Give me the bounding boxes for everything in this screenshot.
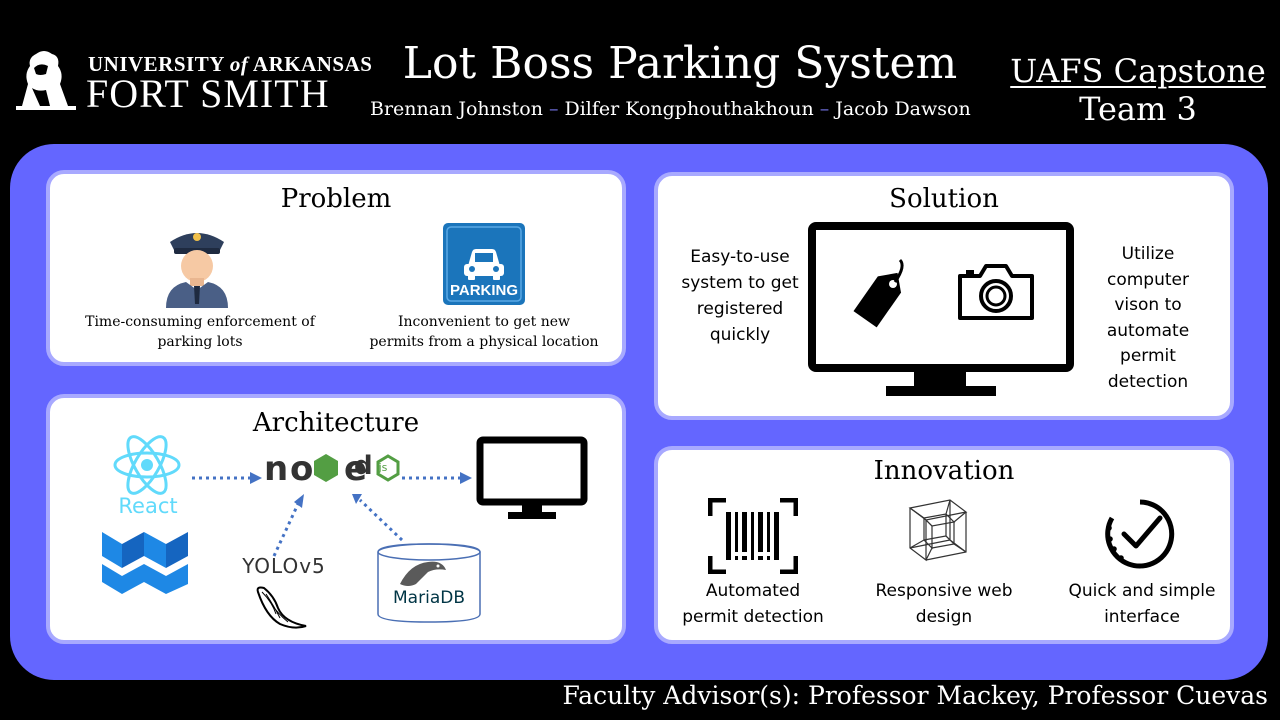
lion-icon	[16, 51, 76, 110]
caption-line: Inconvenient to get new	[397, 314, 570, 330]
nodejs-icon: n e o d	[258, 444, 408, 490]
barcode-scan-icon	[708, 498, 798, 574]
monitor-icon	[808, 222, 1074, 402]
author-name: Brennan Johnston	[370, 98, 543, 120]
university-logo	[14, 44, 354, 114]
svg-text:e: e	[344, 449, 367, 489]
parking-badge-text: PARKING	[449, 282, 519, 299]
innovation-caption-detection: Automated permit detection	[668, 578, 838, 630]
police-officer-icon	[162, 224, 232, 308]
author-list: Brennan Johnston – Dilfer Kongphouthakhoun…	[370, 98, 971, 120]
caption-line: interface	[1104, 607, 1180, 627]
text-line: automate	[1106, 320, 1190, 341]
logo-fort-smith-text: FORT SMITH	[86, 71, 330, 116]
caption-line: parking lots	[157, 334, 243, 350]
monitor-icon	[476, 436, 588, 526]
faculty-advisors: Faculty Advisor(s): Professor Mackey, Pr…	[562, 681, 1268, 710]
text-line: system to get	[681, 273, 799, 293]
solution-panel: Solution Easy-to-use system to get regis…	[654, 172, 1234, 420]
tesseract-cube-icon	[906, 498, 970, 562]
team-label: UAFS Capstone Team 3	[1000, 52, 1276, 128]
page-title: Lot Boss Parking System	[402, 38, 958, 89]
solution-right-text: Utilize computer vison to automate permi…	[1078, 242, 1218, 395]
quick-check-icon	[1104, 498, 1176, 570]
innovation-panel: Innovation	[654, 446, 1234, 644]
capstone-title: UAFS Capstone	[1010, 52, 1266, 90]
yolo-label: YOLOv5	[242, 554, 326, 578]
caption-line: Automated	[705, 581, 801, 601]
material-ui-icon	[100, 522, 196, 594]
tag-icon	[846, 256, 918, 328]
text-line: Easy-to-use	[690, 247, 790, 267]
architecture-title: Architecture	[252, 408, 420, 438]
problem-panel: Problem PARKING Time-consuming enforceme…	[46, 170, 626, 366]
text-line: detection	[1107, 371, 1189, 392]
caption-line: Responsive web	[875, 581, 1013, 601]
architecture-panel: Architecture React n e o d	[46, 394, 626, 644]
solution-left-text: Easy-to-use system to get registered qui…	[670, 244, 810, 348]
mariadb-label: MariaDB	[393, 588, 465, 608]
author-separator: –	[819, 98, 830, 120]
svg-text:d: d	[354, 451, 373, 481]
author-name: Dilfer Kongphouthakhoun	[564, 98, 814, 120]
camera-icon	[956, 262, 1036, 322]
text-line: computer	[1107, 269, 1189, 290]
node-wordmark: n	[264, 449, 288, 489]
text-line: permit	[1120, 346, 1176, 366]
innovation-title: Innovation	[873, 456, 1015, 486]
innovation-caption-responsive: Responsive web design	[854, 578, 1034, 630]
mariadb-icon	[376, 542, 482, 624]
solution-title: Solution	[889, 184, 999, 214]
text-line: registered	[696, 299, 784, 319]
innovation-caption-interface: Quick and simple interface	[1052, 578, 1232, 630]
text-line: vison to	[1114, 295, 1182, 315]
architecture-arrows	[192, 472, 472, 557]
parking-sign-icon: PARKING	[442, 222, 526, 306]
svg-text:o: o	[290, 449, 313, 489]
problem-caption-enforcement: Time-consuming enforcement of parking lo…	[70, 312, 330, 352]
author-separator: –	[548, 98, 559, 120]
team-number: Team 3	[1079, 90, 1197, 128]
caption-line: design	[915, 607, 973, 627]
text-line: quickly	[709, 325, 771, 345]
problem-caption-permits: Inconvenient to get new permits from a p…	[354, 312, 614, 352]
js-label: js	[378, 461, 388, 474]
react-icon	[112, 434, 182, 496]
problem-title: Problem	[280, 184, 392, 214]
text-line: Utilize	[1121, 244, 1175, 264]
caption-line: permits from a physical location	[369, 334, 599, 350]
python-flask-icon	[254, 582, 314, 632]
author-name: Jacob Dawson	[835, 98, 971, 120]
react-label: React	[118, 494, 178, 518]
caption-line: Time-consuming enforcement of	[85, 314, 315, 330]
logo-university-text: UNIVERSITY of ARKANSAS	[88, 52, 373, 76]
caption-line: permit detection	[682, 607, 824, 627]
caption-line: Quick and simple	[1068, 581, 1216, 601]
